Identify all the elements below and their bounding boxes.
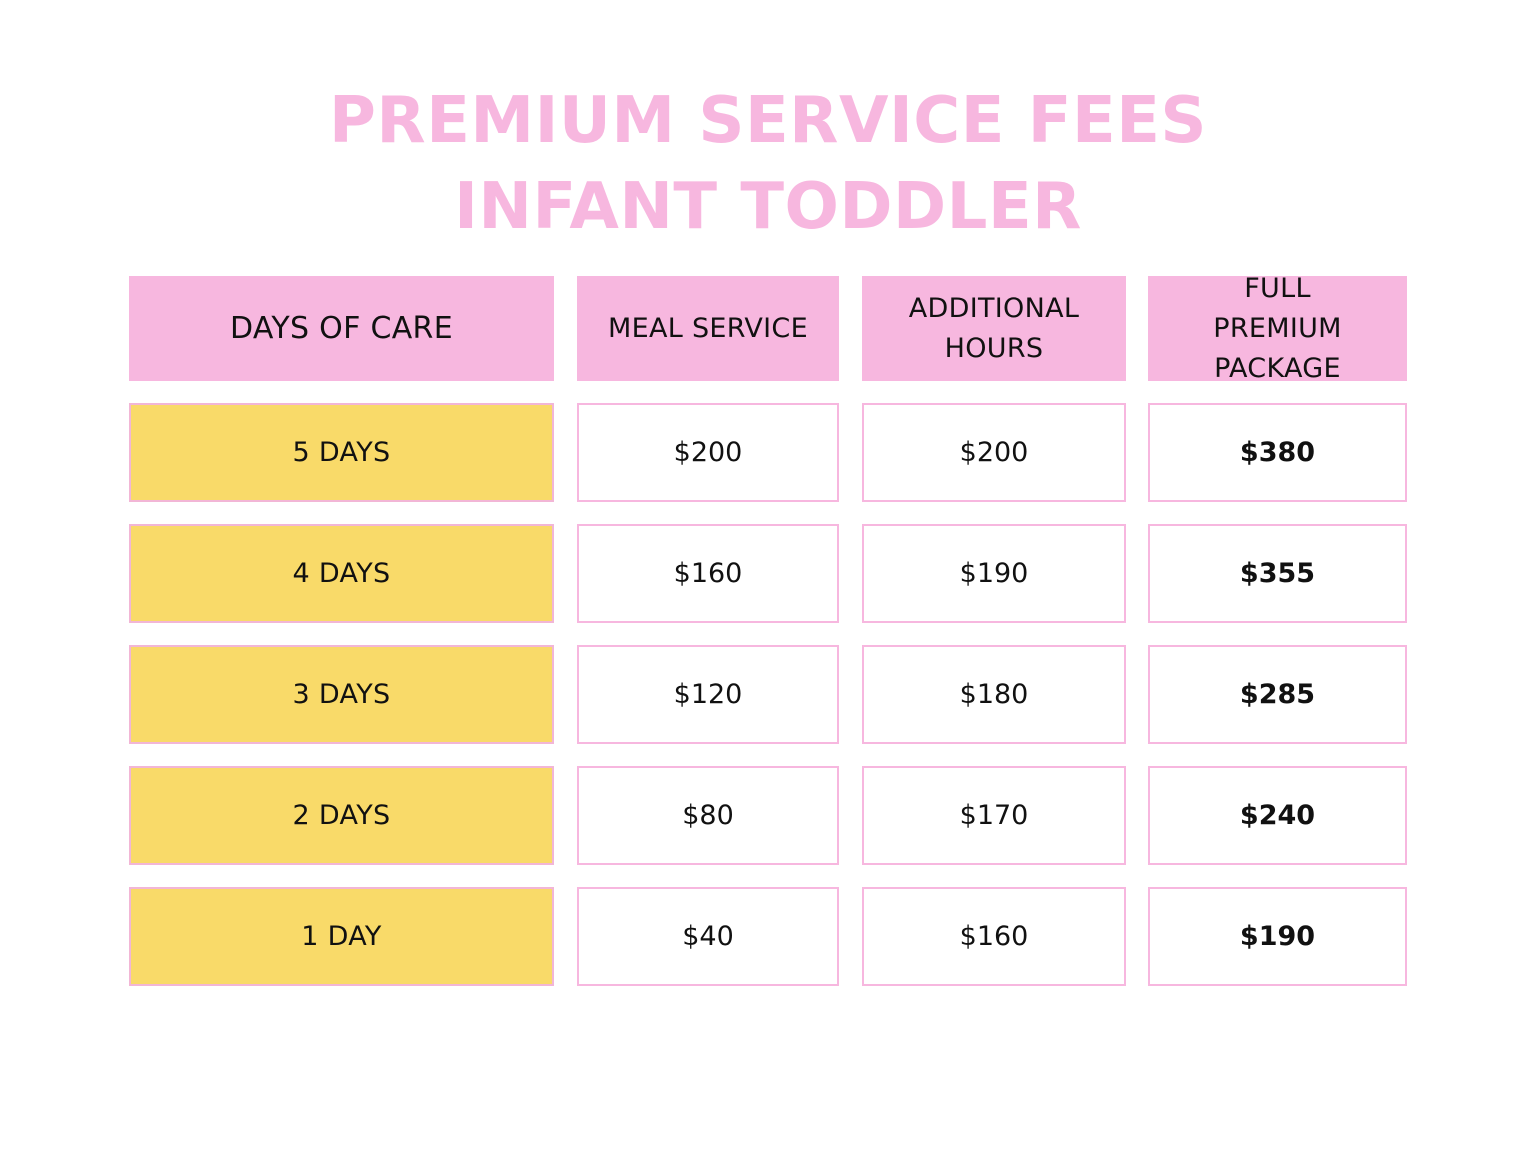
header-meal-service: MEAL SERVICE [577,276,839,381]
row-days-label: 5 DAYS [129,403,554,502]
row-days-label: 3 DAYS [129,645,554,744]
meal-service-value: $200 [577,403,839,502]
additional-hours-value: $190 [862,524,1126,623]
full-package-value: $355 [1148,524,1407,623]
row-days-label: 4 DAYS [129,524,554,623]
full-package-value: $380 [1148,403,1407,502]
title-line-1: PREMIUM SERVICE FEES [329,84,1207,158]
header-days-of-care: DAYS OF CARE [129,276,554,381]
header-full-premium-package: FULL PREMIUM PACKAGE [1148,273,1407,384]
header-additional-hours: ADDITIONAL HOURS [862,276,1126,381]
meal-service-value: $120 [577,645,839,744]
row-days-label: 1 DAY [129,887,554,986]
full-package-value: $240 [1148,766,1407,865]
meal-service-value: $160 [577,524,839,623]
additional-hours-value: $200 [862,403,1126,502]
meal-service-value: $40 [577,887,839,986]
full-package-value: $285 [1148,645,1407,744]
additional-hours-value: $170 [862,766,1126,865]
page-title: PREMIUM SERVICE FEES INFANT TODDLER [0,78,1536,250]
additional-hours-value: $160 [862,887,1126,986]
additional-hours-value: $180 [862,645,1126,744]
row-days-label: 2 DAYS [129,766,554,865]
meal-service-value: $80 [577,766,839,865]
title-line-2: INFANT TODDLER [454,170,1082,244]
full-package-value: $190 [1148,887,1407,986]
